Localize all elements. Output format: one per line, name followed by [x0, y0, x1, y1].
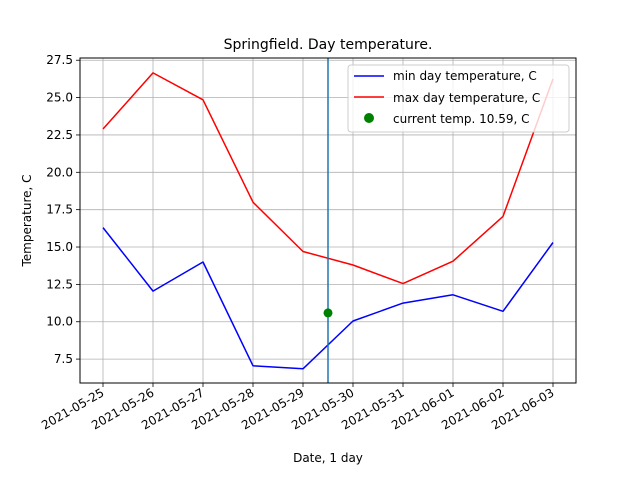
y-tick-label: 17.5	[46, 203, 73, 217]
x-axis-ticks: 2021-05-252021-05-262021-05-272021-05-28…	[39, 383, 557, 432]
series-lines	[102, 58, 554, 383]
y-tick-label: 7.5	[54, 352, 73, 366]
current-temperature-point	[323, 308, 333, 318]
chart-title: Springfield. Day temperature.	[224, 37, 433, 53]
y-tick-label: 10.0	[46, 315, 73, 329]
y-tick-label: 27.5	[46, 53, 73, 67]
y-tick-label: 15.0	[46, 240, 73, 254]
x-axis-label: Date, 1 day	[293, 451, 363, 465]
legend-box	[347, 64, 570, 133]
y-tick-label: 20.0	[46, 165, 73, 179]
legend-current-label: current temp. 10.59, C	[393, 112, 530, 126]
legend-max-label: max day temperature, C	[393, 91, 540, 105]
plot-frame	[79, 57, 577, 384]
y-tick-label: 12.5	[46, 277, 73, 291]
y-axis-ticks: 7.5 10.0 12.5 15.0 17.5 20.0 22.5 25.0 27.5	[46, 53, 80, 366]
y-axis-label: Temperature, C	[20, 174, 34, 267]
y-tick-label: 25.0	[46, 91, 73, 105]
legend: min day temperature, C max day temperatu…	[347, 64, 570, 133]
legend-min-label: min day temperature, C	[393, 69, 537, 83]
y-tick-label: 22.5	[46, 128, 73, 142]
legend-current-marker	[364, 113, 374, 123]
